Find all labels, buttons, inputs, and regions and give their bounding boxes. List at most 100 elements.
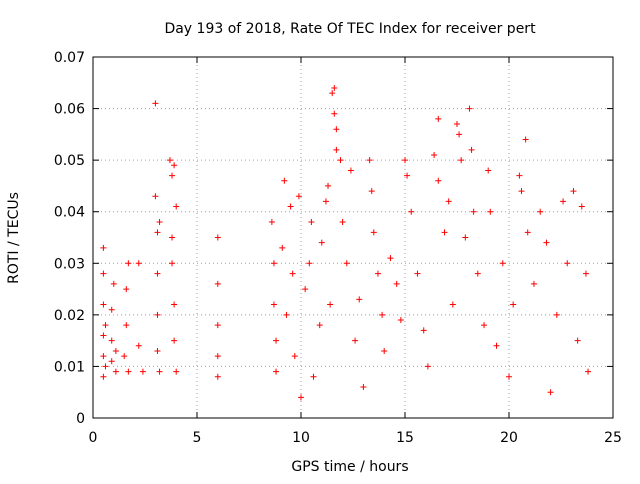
data-point [510, 301, 517, 308]
data-point [270, 260, 277, 267]
data-point [154, 347, 161, 354]
data-point [273, 337, 280, 344]
axis-tick-labels: 0 0.01 0.02 0.03 0.04 0.05 0.06 0.07 0 5 10 15 20 25 [54, 50, 622, 446]
data-point [414, 270, 421, 277]
data-point [108, 358, 115, 365]
data-point [166, 157, 173, 164]
data-point [154, 229, 161, 236]
data-point [352, 337, 359, 344]
data-point [273, 368, 280, 375]
x-tick-label: 0 [89, 430, 98, 446]
data-point [333, 146, 340, 153]
data-point [329, 90, 336, 97]
y-tick-label: 0.04 [54, 205, 85, 221]
data-point [121, 353, 128, 360]
data-point [564, 260, 571, 267]
data-point [318, 239, 325, 246]
data-point [152, 100, 159, 107]
data-point [339, 219, 346, 226]
data-point [435, 177, 442, 184]
data-point [424, 363, 431, 370]
data-point [468, 146, 475, 153]
data-point [152, 193, 159, 200]
data-point [171, 337, 178, 344]
data-point [487, 208, 494, 215]
x-tick-label: 25 [604, 430, 622, 446]
data-point [343, 260, 350, 267]
data-point [547, 389, 554, 396]
x-tick-label: 5 [193, 430, 202, 446]
data-point [506, 373, 512, 380]
data-point [289, 270, 296, 277]
data-point [466, 105, 473, 112]
data-point [537, 208, 544, 215]
data-point [574, 337, 581, 344]
data-point [582, 270, 589, 277]
data-point [585, 368, 592, 375]
data-point [291, 353, 298, 360]
data-point [154, 311, 161, 318]
data-point [456, 131, 463, 138]
data-point [570, 188, 577, 195]
data-point [481, 322, 488, 329]
data-point [458, 157, 465, 164]
data-point [322, 198, 329, 205]
x-tick-label: 10 [292, 430, 310, 446]
data-point [156, 219, 163, 226]
data-point [370, 229, 377, 236]
data-point [543, 239, 550, 246]
x-tick-label: 15 [396, 430, 414, 446]
data-point [387, 255, 394, 262]
data-point [420, 327, 427, 334]
data-point [100, 244, 107, 251]
data-point [135, 260, 142, 267]
data-point [316, 322, 323, 329]
data-point [454, 121, 460, 128]
data-point [441, 229, 448, 236]
data-point [100, 270, 107, 277]
data-point [493, 342, 500, 349]
data-point [530, 280, 537, 287]
data-point [102, 322, 109, 329]
data-point [298, 394, 304, 401]
data-point [125, 368, 132, 375]
data-point [100, 373, 107, 380]
data-point [156, 368, 163, 375]
data-point [393, 280, 400, 287]
data-point [306, 260, 313, 267]
data-point [100, 353, 107, 360]
data-point [499, 260, 506, 267]
data-point [214, 373, 221, 380]
y-axis-label: ROTI / TECUs [6, 192, 22, 284]
data-point [379, 311, 386, 318]
data-point [281, 177, 288, 184]
data-point [112, 347, 119, 354]
data-point [139, 368, 146, 375]
data-point [445, 198, 452, 205]
x-axis-label: GPS time / hours [291, 459, 408, 475]
data-point [268, 219, 275, 226]
data-point [435, 115, 442, 122]
data-point [214, 234, 221, 241]
data-point [431, 151, 438, 158]
data-point [553, 311, 560, 318]
data-point [123, 286, 130, 293]
plot-frame [92, 56, 614, 419]
data-point [578, 203, 585, 210]
data-point [100, 301, 107, 308]
data-point [270, 301, 277, 308]
data-point [333, 126, 340, 133]
data-point [524, 229, 531, 236]
data-point [470, 208, 477, 215]
data-point [331, 110, 338, 117]
data-point [397, 317, 404, 324]
data-point [169, 260, 176, 267]
y-tick-label: 0 [76, 411, 85, 427]
data-point [173, 368, 180, 375]
data-point [110, 280, 117, 287]
y-tick-label: 0.05 [54, 153, 85, 169]
data-point [449, 301, 456, 308]
data-point [368, 188, 375, 195]
chart-title: Day 193 of 2018, Rate Of TEC Index for r… [164, 21, 536, 37]
